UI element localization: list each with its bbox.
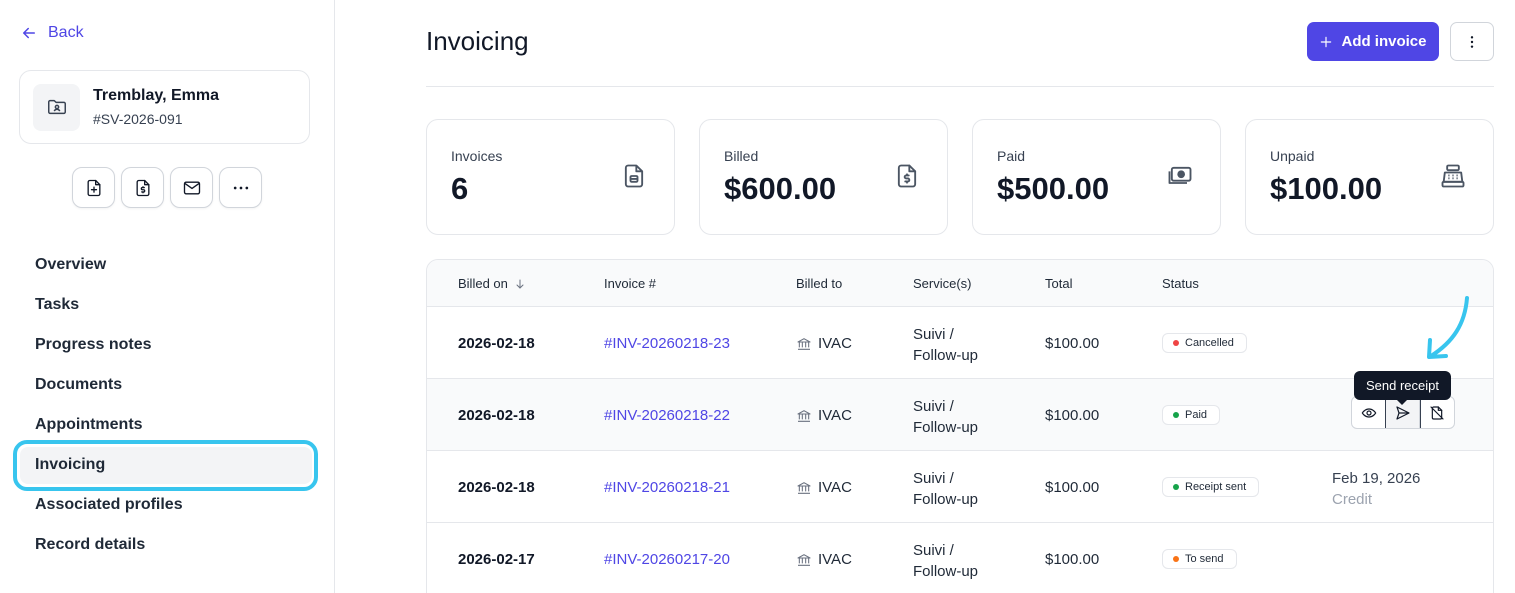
file-plus-icon [87,179,100,196]
sort-down-icon [516,279,524,289]
billed-to: IVAC [796,335,852,352]
status-badge: Cancelled [1162,333,1247,353]
status-dot [1173,412,1179,418]
quick-actions [72,167,262,208]
total: $100.00 [1045,479,1100,496]
sidebar-item-progress-notes[interactable]: Progress notes [35,336,152,353]
back-label: Back [48,24,84,41]
stats-row: Invoices 6 Billed $600.00 Paid $500.00 U… [426,119,1494,235]
status-dot [1173,340,1179,346]
sidebar-item-record-details[interactable]: Record details [35,536,146,553]
status-badge: Paid [1162,405,1221,425]
sidebar-nav: Overview Tasks Progress notes Documents … [0,245,335,565]
more-horizontal-icon [233,186,248,189]
sidebar-item-overview[interactable]: Overview [35,256,107,273]
billed-on: 2026-02-18 [458,335,535,352]
column-billed-to: Billed to [796,276,843,291]
main-content: Invoicing Add invoice Invoices 6 Billed … [335,0,1515,593]
services: Suivi / Follow-up [913,398,979,436]
stat-paid: Paid $500.00 [972,119,1221,235]
column-invoice-number: Invoice # [604,276,657,291]
column-total: Total [1045,276,1073,291]
status-dot [1173,556,1179,562]
document-icon [624,164,644,188]
table-row[interactable]: 2026-02-18 #INV-20260218-23 IVAC Suivi /… [427,307,1493,379]
total: $100.00 [1045,407,1100,424]
pointer-arrow-icon [1427,296,1469,359]
stat-unpaid: Unpaid $100.00 [1245,119,1494,235]
bank-icon [797,553,811,566]
services: Suivi / Follow-up [913,470,979,508]
billed-on: 2026-02-18 [458,407,535,424]
profile-card: Tremblay, Emma #SV-2026-091 [19,70,310,144]
total: $100.00 [1045,335,1100,352]
cash-icon [1168,166,1192,184]
void-invoice-button[interactable] [1420,397,1454,428]
table-row[interactable]: 2026-02-17 #INV-20260217-20 IVAC Suivi /… [427,523,1493,593]
send-receipt-tooltip: Send receipt [1354,371,1451,405]
view-button[interactable] [1352,397,1386,428]
invoice-link[interactable]: #INV-20260218-22 [604,407,730,424]
billed-on: 2026-02-17 [458,551,535,568]
column-billed-on[interactable]: Billed on [458,276,526,291]
table-row[interactable]: 2026-02-18 #INV-20260218-21 IVAC Suivi /… [427,451,1493,523]
receipt-note: Credit [1332,491,1373,508]
sidebar: Back Tremblay, Emma #SV-2026-091 Overvie… [0,0,335,593]
invoice-link[interactable]: #INV-20260218-21 [604,479,730,496]
status-dot [1173,484,1179,490]
plus-icon [1321,36,1332,47]
eye-icon [1361,407,1376,418]
email-button[interactable] [170,167,213,208]
header-divider [426,86,1494,87]
back-link[interactable]: Back [20,24,84,42]
total: $100.00 [1045,551,1100,568]
bank-icon [797,409,811,422]
invoice-link[interactable]: #INV-20260218-23 [604,335,730,352]
invoices-table: Billed on Invoice # Billed to Service(s)… [426,259,1494,593]
status-badge: Receipt sent [1162,477,1260,497]
file-off-icon [1430,405,1444,420]
sidebar-item-appointments[interactable]: Appointments [35,416,143,433]
page-title: Invoicing [426,26,529,56]
receipt-info: Feb 19, 2026 Credit [1332,468,1420,510]
billed-to: IVAC [796,479,852,496]
sidebar-item-tasks[interactable]: Tasks [35,296,80,313]
bank-icon [797,481,811,494]
billed-to: IVAC [796,407,852,424]
mail-icon [183,181,200,194]
send-icon [1395,405,1410,420]
billed-to: IVAC [796,551,852,568]
add-invoice-button[interactable]: Add invoice [1307,22,1439,61]
new-invoice-button[interactable] [121,167,164,208]
profile-name: Tremblay, Emma [93,87,219,104]
column-services: Service(s) [913,276,972,291]
sidebar-item-documents[interactable]: Documents [35,376,123,393]
more-options-button[interactable] [1450,22,1494,61]
sidebar-item-associated-profiles[interactable]: Associated profiles [35,496,183,513]
profile-id: #SV-2026-091 [93,111,183,127]
cash-register-icon [1441,164,1465,188]
sidebar-item-invoicing[interactable]: Invoicing [0,440,335,491]
more-actions-button[interactable] [219,167,262,208]
status-badge: To send [1162,549,1237,569]
more-vertical-icon [1470,35,1474,48]
folder-user-icon [33,83,80,131]
arrow-left-icon [23,27,35,39]
bank-icon [797,337,811,350]
services: Suivi / Follow-up [913,326,979,364]
invoice-dollar-icon [897,164,917,188]
stat-billed: Billed $600.00 [699,119,948,235]
invoice-link[interactable]: #INV-20260217-20 [604,551,730,568]
services: Suivi / Follow-up [913,542,979,580]
table-row[interactable]: 2026-02-18 #INV-20260218-22 IVAC Suivi /… [427,379,1493,451]
stat-invoices: Invoices 6 [426,119,675,235]
column-status: Status [1162,276,1199,291]
file-dollar-icon [136,179,149,196]
billed-on: 2026-02-18 [458,479,535,496]
table-header: Billed on Invoice # Billed to Service(s)… [427,260,1493,307]
new-document-button[interactable] [72,167,115,208]
receipt-date: Feb 19, 2026 [1332,470,1421,487]
